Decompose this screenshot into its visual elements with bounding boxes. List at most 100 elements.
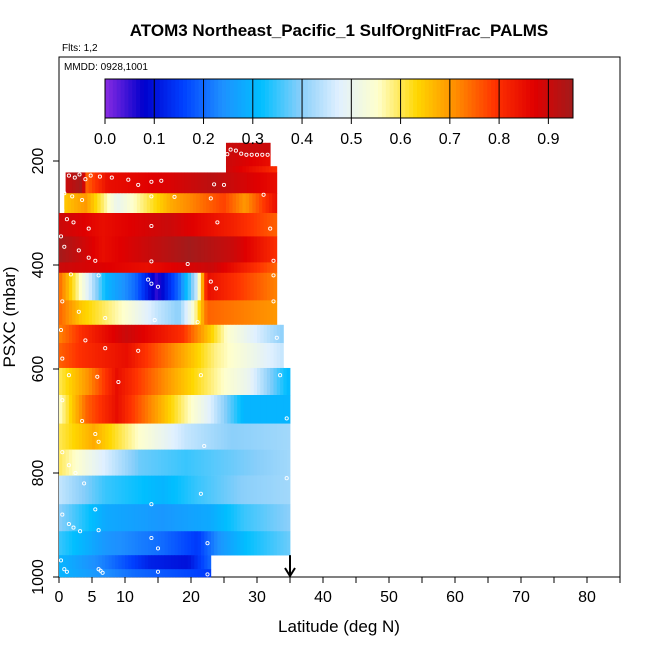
heatmap-cell bbox=[148, 423, 152, 450]
heatmap-cell bbox=[266, 262, 271, 274]
heatmap-cell bbox=[257, 367, 261, 396]
heatmap-cell bbox=[220, 449, 225, 476]
colorbar-segment bbox=[436, 79, 441, 118]
obs-point bbox=[155, 569, 161, 574]
heatmap-cell bbox=[101, 324, 106, 344]
heatmap-cell bbox=[250, 395, 255, 424]
heatmap-cell bbox=[134, 300, 139, 326]
heatmap-cell bbox=[220, 423, 225, 450]
heatmap-cell bbox=[187, 172, 192, 194]
heatmap-cell bbox=[232, 154, 237, 167]
heatmap-cell bbox=[72, 475, 76, 505]
heatmap-cell bbox=[75, 172, 80, 194]
heatmap-cell bbox=[204, 262, 208, 274]
heatmap-cell bbox=[270, 475, 274, 505]
obs-point bbox=[212, 182, 217, 187]
heatmap-cell bbox=[249, 142, 253, 156]
heatmap-cell bbox=[273, 272, 278, 301]
heatmap-cell bbox=[121, 300, 126, 326]
colorbar-segment bbox=[413, 79, 418, 118]
heatmap-cell bbox=[181, 449, 185, 476]
heatmap-cell bbox=[141, 272, 146, 301]
heatmap-cell bbox=[184, 236, 189, 263]
heatmap-cell bbox=[214, 343, 218, 369]
heatmap-cell bbox=[270, 504, 274, 532]
colorbar-segment bbox=[327, 79, 332, 118]
heatmap-cell bbox=[286, 423, 291, 450]
heatmap-cell bbox=[164, 395, 169, 424]
obs-point bbox=[208, 279, 213, 284]
heatmap-cell bbox=[239, 142, 243, 156]
heatmap-cell bbox=[243, 324, 248, 344]
colorbar-segment bbox=[253, 79, 258, 118]
y-tick-label: 200 bbox=[30, 148, 47, 175]
heatmap-cell bbox=[65, 343, 70, 369]
colorbar-segment bbox=[350, 79, 356, 118]
obs-point bbox=[195, 320, 200, 325]
heatmap-cell bbox=[59, 343, 63, 369]
heatmap-cell bbox=[161, 272, 165, 301]
heatmap-cell bbox=[197, 555, 202, 570]
heatmap-cell bbox=[78, 172, 83, 194]
heatmap-cell bbox=[78, 262, 83, 274]
heatmap-cell bbox=[200, 423, 205, 450]
colorbar-tick-label: 0.0 bbox=[94, 131, 116, 148]
heatmap-cell bbox=[174, 236, 179, 263]
heatmap-cell bbox=[255, 142, 260, 156]
obs-points bbox=[58, 147, 289, 577]
heatmap-cell bbox=[174, 172, 179, 194]
heatmap-cell bbox=[220, 367, 225, 396]
heatmap-cell bbox=[75, 504, 80, 532]
heatmap-cell bbox=[187, 236, 192, 263]
heatmap-cell bbox=[90, 193, 95, 214]
heatmap-cell bbox=[111, 236, 116, 263]
heatmap-cell bbox=[108, 236, 113, 263]
heatmap-cell bbox=[158, 423, 162, 450]
heatmap-cell bbox=[75, 569, 80, 578]
heatmap-cell bbox=[194, 367, 198, 396]
obs-point bbox=[116, 379, 121, 385]
colorbar-segment bbox=[140, 79, 145, 118]
heatmap-cell bbox=[280, 504, 284, 532]
heatmap-cell bbox=[224, 395, 228, 424]
heatmap-cell bbox=[85, 300, 90, 326]
obs-point bbox=[149, 502, 154, 507]
heatmap-cell bbox=[227, 172, 231, 194]
heatmap-cell bbox=[151, 272, 156, 301]
obs-point bbox=[76, 248, 81, 253]
heatmap-cell bbox=[263, 395, 268, 424]
heatmap-cell bbox=[98, 172, 103, 194]
heatmap-cell bbox=[93, 193, 98, 214]
heatmap-cell bbox=[171, 395, 175, 424]
heatmap-cell bbox=[171, 236, 175, 263]
heatmap-cell bbox=[191, 395, 195, 424]
heatmap-cell bbox=[78, 343, 83, 369]
heatmap-cell bbox=[273, 262, 278, 274]
heatmap-cell bbox=[257, 531, 261, 556]
heatmap-cell bbox=[151, 395, 156, 424]
heatmap-cell bbox=[270, 213, 274, 237]
heatmap-cell bbox=[144, 475, 149, 505]
heatmap-cell bbox=[220, 300, 225, 326]
heatmap-cell bbox=[252, 142, 257, 156]
heatmap-cell bbox=[171, 300, 175, 326]
heatmap-cell bbox=[177, 300, 182, 326]
heatmap-cell bbox=[260, 213, 264, 237]
heatmap-cell bbox=[59, 262, 63, 274]
heatmap-cell bbox=[181, 569, 185, 578]
heatmap-cell bbox=[154, 475, 159, 505]
heatmap-cell bbox=[88, 395, 93, 424]
heatmap-cell bbox=[105, 324, 109, 344]
heatmap-cell bbox=[174, 324, 179, 344]
heatmap-cell bbox=[59, 475, 63, 505]
heatmap-cell bbox=[266, 343, 271, 369]
heatmap-cell bbox=[204, 475, 208, 505]
heatmap-cell bbox=[65, 395, 70, 424]
heatmap-cell bbox=[194, 343, 198, 369]
heatmap-cell bbox=[257, 262, 261, 274]
obs-point bbox=[58, 327, 64, 333]
heatmap-cell bbox=[92, 172, 96, 194]
heatmap-cell bbox=[224, 213, 228, 237]
heatmap-cell bbox=[128, 449, 132, 476]
heatmap-cell bbox=[233, 213, 238, 237]
